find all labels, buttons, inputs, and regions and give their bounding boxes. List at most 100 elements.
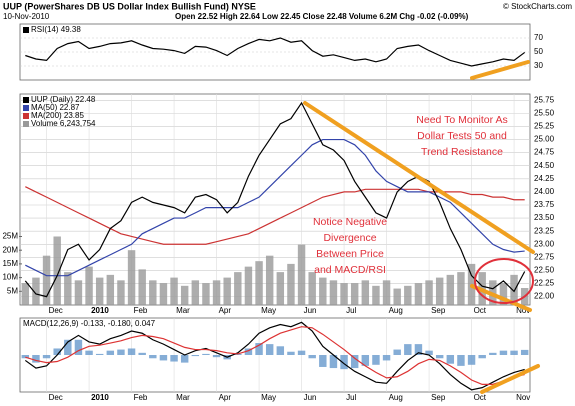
bar (74, 339, 83, 355)
bar (510, 350, 518, 355)
highlight-circle (474, 258, 534, 304)
y-tick-label: 23.50 (534, 213, 555, 222)
bar (95, 353, 104, 355)
bar (297, 244, 306, 305)
bar (191, 355, 200, 357)
x-tick-label: Jul (346, 393, 356, 402)
trend-line (470, 60, 530, 80)
legend-entry: Volume 6,243,754 (31, 119, 96, 128)
x-tick-label: Sep (431, 306, 446, 315)
y-tick-label: 24.75 (534, 148, 555, 157)
bar (435, 277, 444, 305)
bar (510, 274, 518, 305)
annotation: Trend Resistance (421, 146, 503, 158)
bar (159, 355, 168, 361)
bar (382, 280, 391, 305)
y-tick-label: 22.50 (534, 266, 555, 275)
annotation-shapes (303, 60, 540, 394)
bar (499, 283, 508, 305)
bar (234, 272, 242, 305)
line (25, 326, 525, 385)
legend-swatch (23, 97, 29, 103)
bar (21, 355, 30, 359)
x-tick-label: 2010 (91, 306, 109, 315)
y-tick-label: 70 (534, 33, 543, 42)
y-tick-label: 23.75 (534, 200, 555, 209)
bar (74, 280, 83, 305)
y-tick-label: 23.00 (534, 239, 555, 248)
x-tick-label: Mar (176, 306, 190, 315)
bar (85, 350, 93, 355)
bar (329, 280, 338, 305)
bar (265, 344, 274, 355)
bar (255, 261, 263, 305)
bar (32, 277, 40, 305)
legend-swatch (23, 121, 29, 127)
bar (127, 348, 136, 355)
legend-entry: MA(50) 22.87 (31, 103, 80, 112)
bar (95, 277, 104, 305)
annotation: Need To Monitor As (416, 114, 507, 126)
trend-line (480, 364, 540, 394)
bar (361, 355, 370, 366)
y-tick-label: 25.00 (534, 135, 555, 144)
y-tick-label: 24.50 (534, 161, 555, 170)
bar (64, 339, 72, 355)
chart-title: UUP (PowerShares DB US Dollar Index Bull… (3, 1, 256, 11)
bar (85, 266, 93, 305)
x-tick-label: Mar (176, 393, 190, 402)
bar (149, 280, 157, 305)
bar (244, 266, 253, 305)
bar (308, 355, 316, 359)
bar (138, 352, 146, 355)
macd-frame (19, 317, 531, 393)
bar (319, 355, 327, 367)
legend-swatch (23, 27, 29, 33)
bar (127, 250, 136, 305)
bar (297, 350, 306, 355)
bar (446, 274, 455, 305)
y2-tick-label: 25M (2, 232, 18, 241)
y-tick-label: 25.50 (534, 108, 555, 117)
bar (32, 355, 40, 363)
bar (446, 355, 455, 364)
line (25, 138, 525, 277)
annotation: Between Price (316, 248, 384, 260)
bar (244, 348, 253, 355)
bar (489, 352, 497, 355)
bar (520, 349, 529, 355)
bar (350, 283, 359, 305)
y-tick-label: 22.25 (534, 279, 555, 288)
x-tick-label: Feb (134, 306, 148, 315)
x-tick-label: Oct (474, 306, 487, 315)
legend-swatch (23, 113, 29, 119)
bar (393, 288, 401, 305)
y-tick-label: 22.75 (534, 252, 555, 261)
x-tick-label: Jun (304, 306, 317, 315)
bar (478, 355, 486, 359)
legend-swatch (23, 105, 29, 111)
bar (457, 355, 465, 366)
bar (393, 349, 401, 355)
bar (149, 355, 157, 359)
bar (106, 350, 115, 355)
x-tick-label: May (261, 306, 276, 315)
trend-line (303, 101, 535, 254)
x-tick-label: Nov (516, 393, 530, 402)
legend-entry: RSI(14) 49.38 (31, 25, 81, 34)
x-tick-label: May (261, 393, 276, 402)
bar (212, 355, 221, 358)
x-tick-label: Feb (134, 393, 148, 402)
bar (180, 285, 189, 305)
bar (499, 350, 508, 355)
bar (404, 344, 412, 355)
y2-tick-label: 5M (7, 286, 18, 295)
bar (170, 277, 178, 305)
bar (361, 280, 370, 305)
bar (308, 272, 316, 305)
annotation: Dollar Tests 50 and (417, 130, 507, 142)
bar (53, 348, 61, 355)
line (25, 37, 526, 67)
bar (425, 280, 433, 305)
bar (404, 285, 412, 305)
